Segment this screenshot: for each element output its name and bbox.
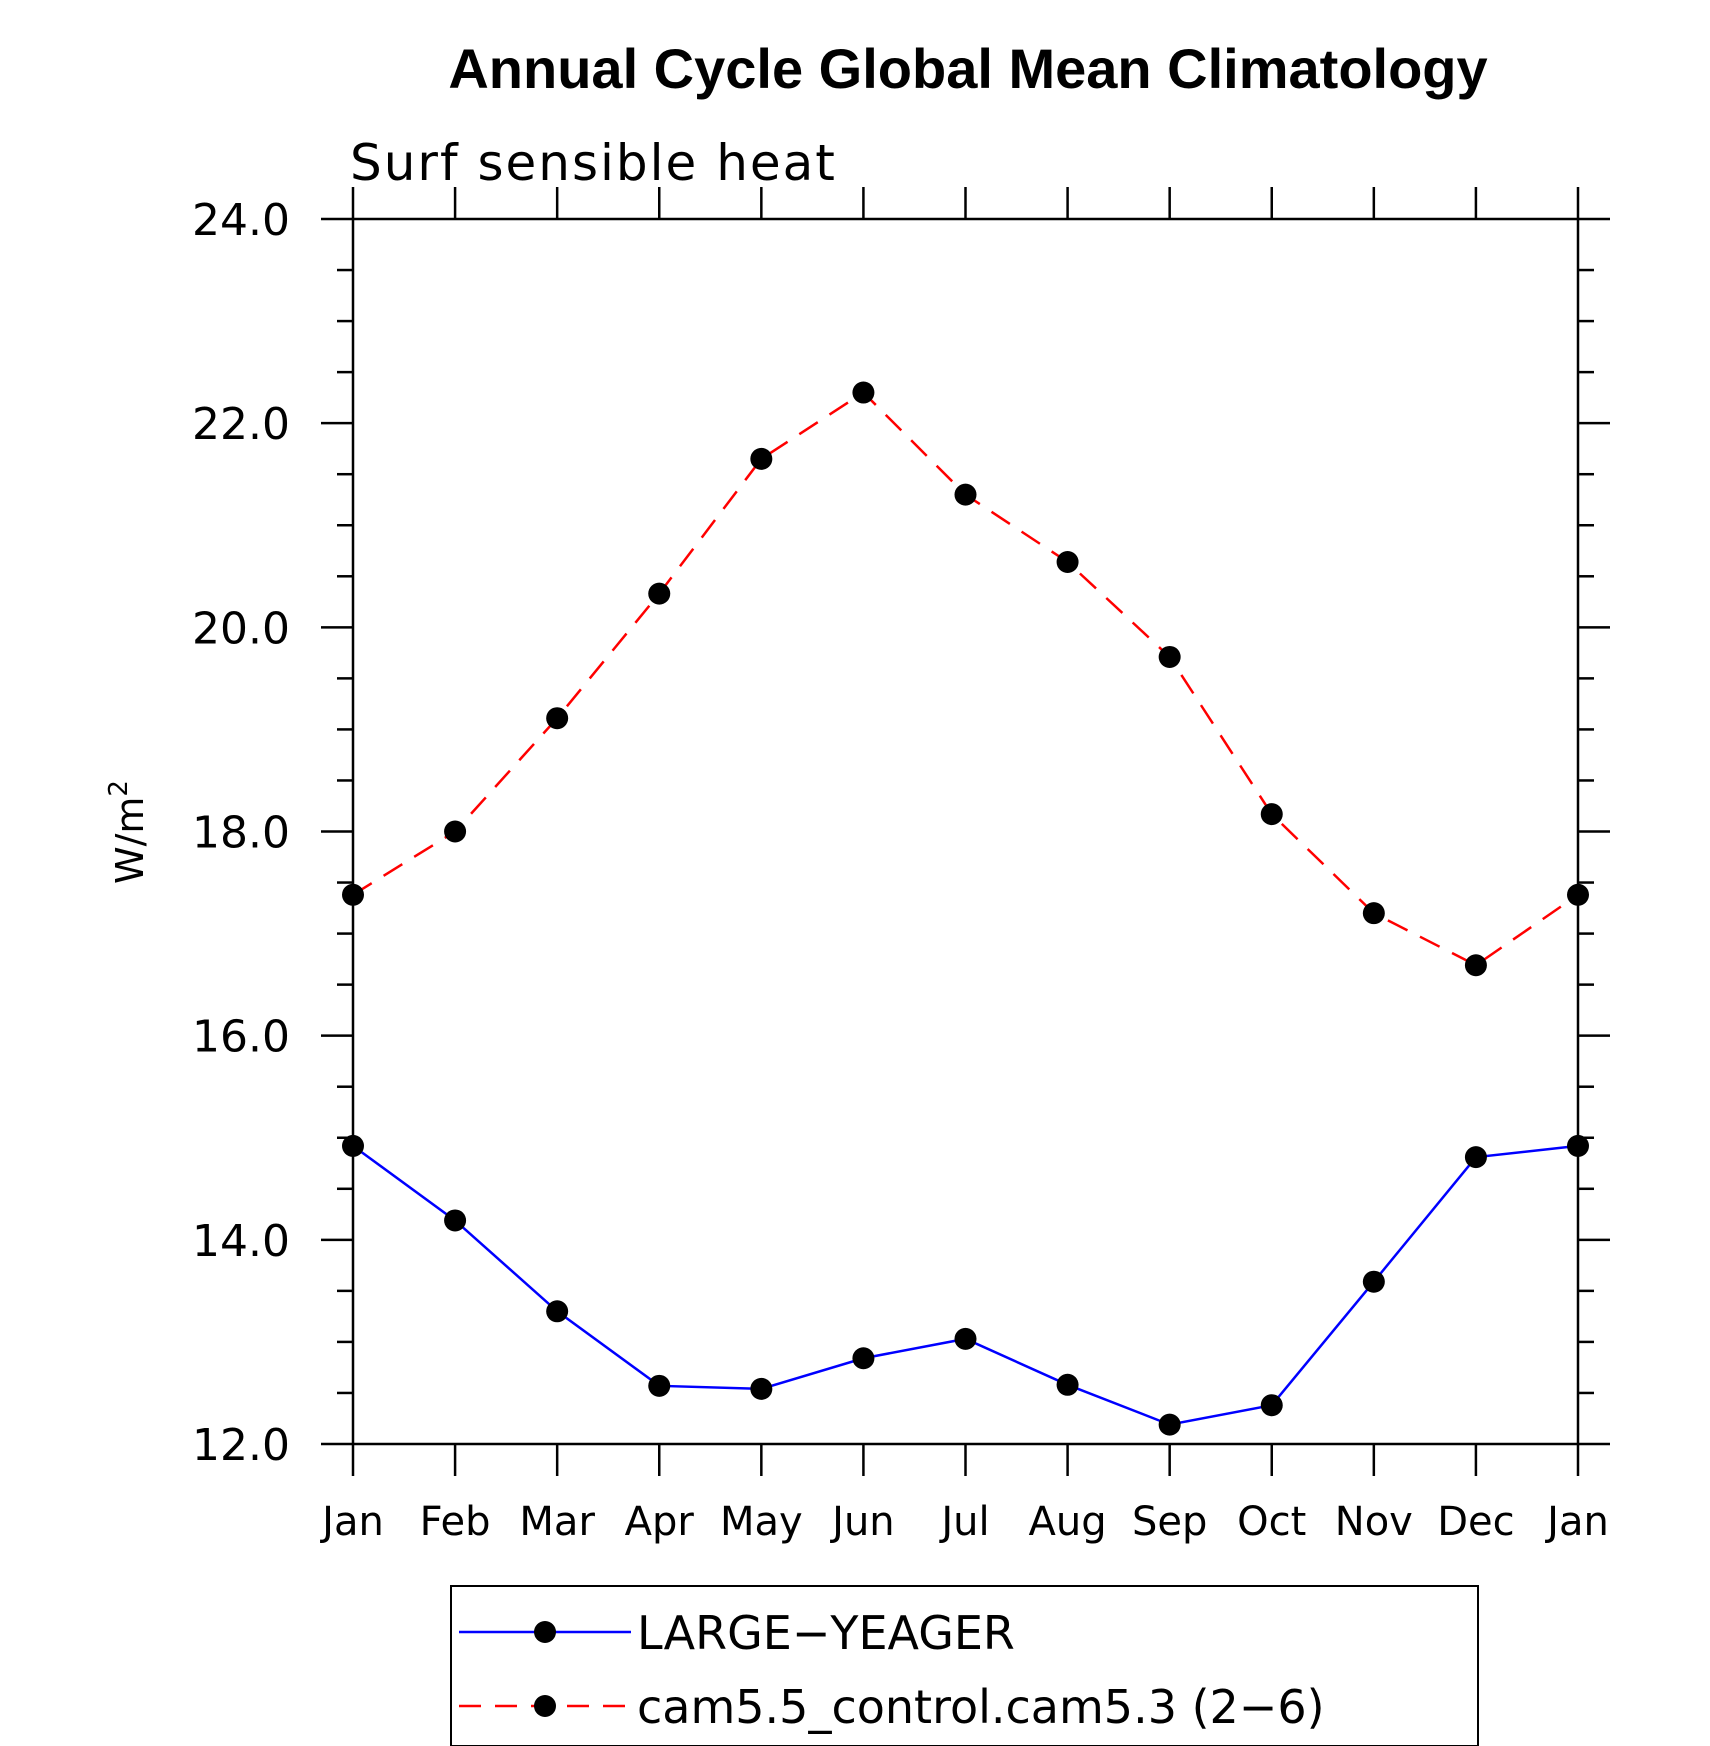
x-tick-label: Feb — [420, 1499, 491, 1545]
data-point — [342, 883, 364, 906]
y-axis: 12.0 14.0 16.0 18.0 20.0 22.0 24.0 — [192, 195, 1610, 1471]
legend-box — [450, 1585, 1479, 1746]
data-point — [1158, 645, 1181, 668]
series-layer — [342, 381, 1589, 1436]
legend-marker — [534, 1621, 556, 1643]
x-tick-label: Jul — [938, 1499, 989, 1545]
data-point — [1567, 1134, 1589, 1157]
chart-title: Annual Cycle Global Mean Climatology — [448, 37, 1487, 100]
y-tick-label: 24.0 — [192, 195, 290, 246]
data-point — [546, 707, 569, 730]
y-tick-label: 20.0 — [192, 603, 290, 654]
x-tick-label: Jan — [319, 1499, 384, 1545]
data-point — [954, 1327, 977, 1350]
data-point — [1362, 902, 1385, 925]
data-point — [342, 1134, 364, 1157]
data-point — [1260, 803, 1283, 826]
data-point — [852, 381, 875, 404]
data-point — [444, 820, 467, 843]
y-axis-label-superscript: 2 — [104, 780, 134, 797]
x-tick-label: Aug — [1029, 1499, 1107, 1545]
x-tick-label: Nov — [1335, 1499, 1413, 1545]
data-point — [444, 1209, 467, 1232]
y-tick-label: 22.0 — [192, 399, 290, 450]
y-tick-label: 14.0 — [192, 1216, 290, 1267]
series-line — [352, 1144, 1579, 1426]
legend: LARGE−YEAGER cam5.5_control.cam5.3 (2−6) — [450, 1585, 1479, 1746]
data-point — [546, 1300, 569, 1323]
legend-items: LARGE−YEAGER cam5.5_control.cam5.3 (2−6) — [459, 1606, 1325, 1734]
data-point — [1260, 1394, 1283, 1417]
x-tick-label: Apr — [625, 1499, 695, 1545]
data-point — [1056, 551, 1079, 573]
data-point — [954, 483, 977, 506]
data-point — [750, 1377, 773, 1400]
data-point — [1158, 1413, 1181, 1436]
legend-marker — [534, 1695, 556, 1717]
data-point — [648, 1374, 671, 1397]
data-point — [1056, 1373, 1079, 1396]
x-tick-label: Jan — [1544, 1499, 1609, 1545]
y-tick-label: 12.0 — [192, 1420, 290, 1471]
data-point — [1464, 954, 1487, 977]
x-tick-label: Oct — [1237, 1499, 1306, 1545]
y-axis-label: W/m2 — [104, 780, 152, 884]
plot-frame — [351, 217, 1580, 1446]
series-line — [352, 390, 1579, 967]
legend-label: LARGE−YEAGER — [637, 1606, 1015, 1660]
data-point — [852, 1347, 875, 1370]
data-point — [1362, 1270, 1385, 1293]
y-tick-label: 16.0 — [192, 1012, 290, 1063]
x-tick-label: Mar — [519, 1499, 595, 1545]
y-tick-label: 18.0 — [192, 808, 290, 859]
x-axis: Jan Feb Mar Apr May Jun Jul Aug Sep Oct Nov Dec Jan — [319, 187, 1609, 1545]
x-tick-label: Dec — [1437, 1499, 1514, 1545]
x-tick-label: Sep — [1132, 1499, 1207, 1545]
legend-label: cam5.5_control.cam5.3 (2−6) — [637, 1680, 1325, 1734]
data-point — [1567, 883, 1589, 906]
x-tick-label: May — [720, 1499, 803, 1545]
x-tick-label: Jun — [829, 1499, 895, 1545]
data-point — [1464, 1146, 1487, 1169]
data-point — [648, 582, 671, 605]
chart-subtitle: Surf sensible heat — [350, 134, 837, 192]
plot-border — [351, 217, 1580, 1446]
data-point — [750, 447, 773, 470]
y-axis-label-text: W/m2 — [104, 780, 152, 884]
